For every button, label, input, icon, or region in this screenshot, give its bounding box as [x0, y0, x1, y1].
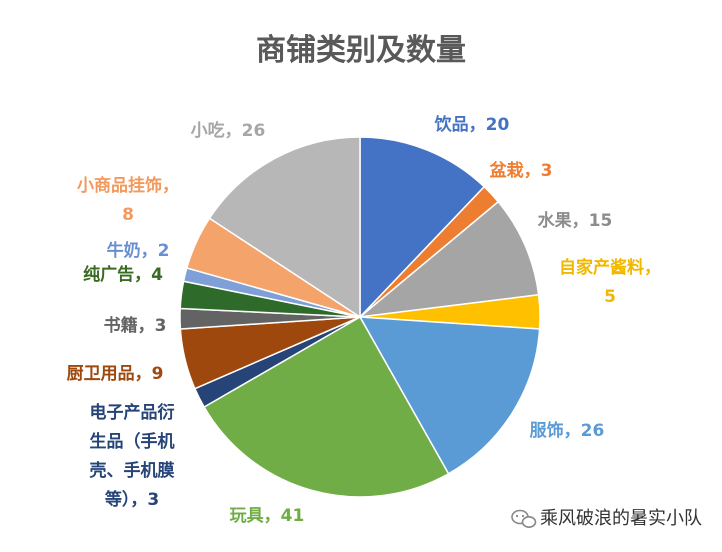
slice-label: 自家产酱料， 5	[559, 257, 661, 307]
slice-label: 饮品，20	[434, 114, 510, 135]
slice-label: 书籍，3	[104, 315, 167, 336]
pie-slices	[179, 136, 541, 498]
watermark-text: 乘风破浪的暑实小队	[540, 508, 702, 529]
pie-slice	[208, 136, 361, 319]
slice-label: 牛奶，2	[107, 240, 170, 261]
pie-slice	[358, 316, 541, 475]
pie-slice	[359, 136, 486, 319]
slice-label: 服饰，26	[530, 420, 605, 441]
chart-title: 商铺类别及数量	[256, 33, 466, 68]
wechat-icon	[511, 509, 537, 528]
slice-label: 盆栽，3	[489, 160, 553, 181]
slice-label: 水果，15	[538, 210, 613, 231]
slice-label: 玩具，41	[230, 506, 305, 526]
slice-label: 纯广告，4	[83, 264, 163, 285]
slice-label: 小吃，26	[191, 120, 266, 141]
pie-slice	[203, 315, 450, 498]
pie-slice	[357, 200, 540, 319]
pie-labels: 饮品，20 盆栽，3 水果，15 自家产酱料， 5 服饰，26 玩具，41 电子产品衍生品（手…	[67, 114, 661, 526]
slice-label: 厨卫用品，9	[67, 364, 164, 384]
slice-label: 电子产品衍生品（手机壳、手机膜等），3	[89, 402, 175, 510]
slice-label: 小商品挂饰， 8	[77, 175, 179, 225]
watermark: 乘风破浪的暑实小队	[511, 508, 702, 529]
